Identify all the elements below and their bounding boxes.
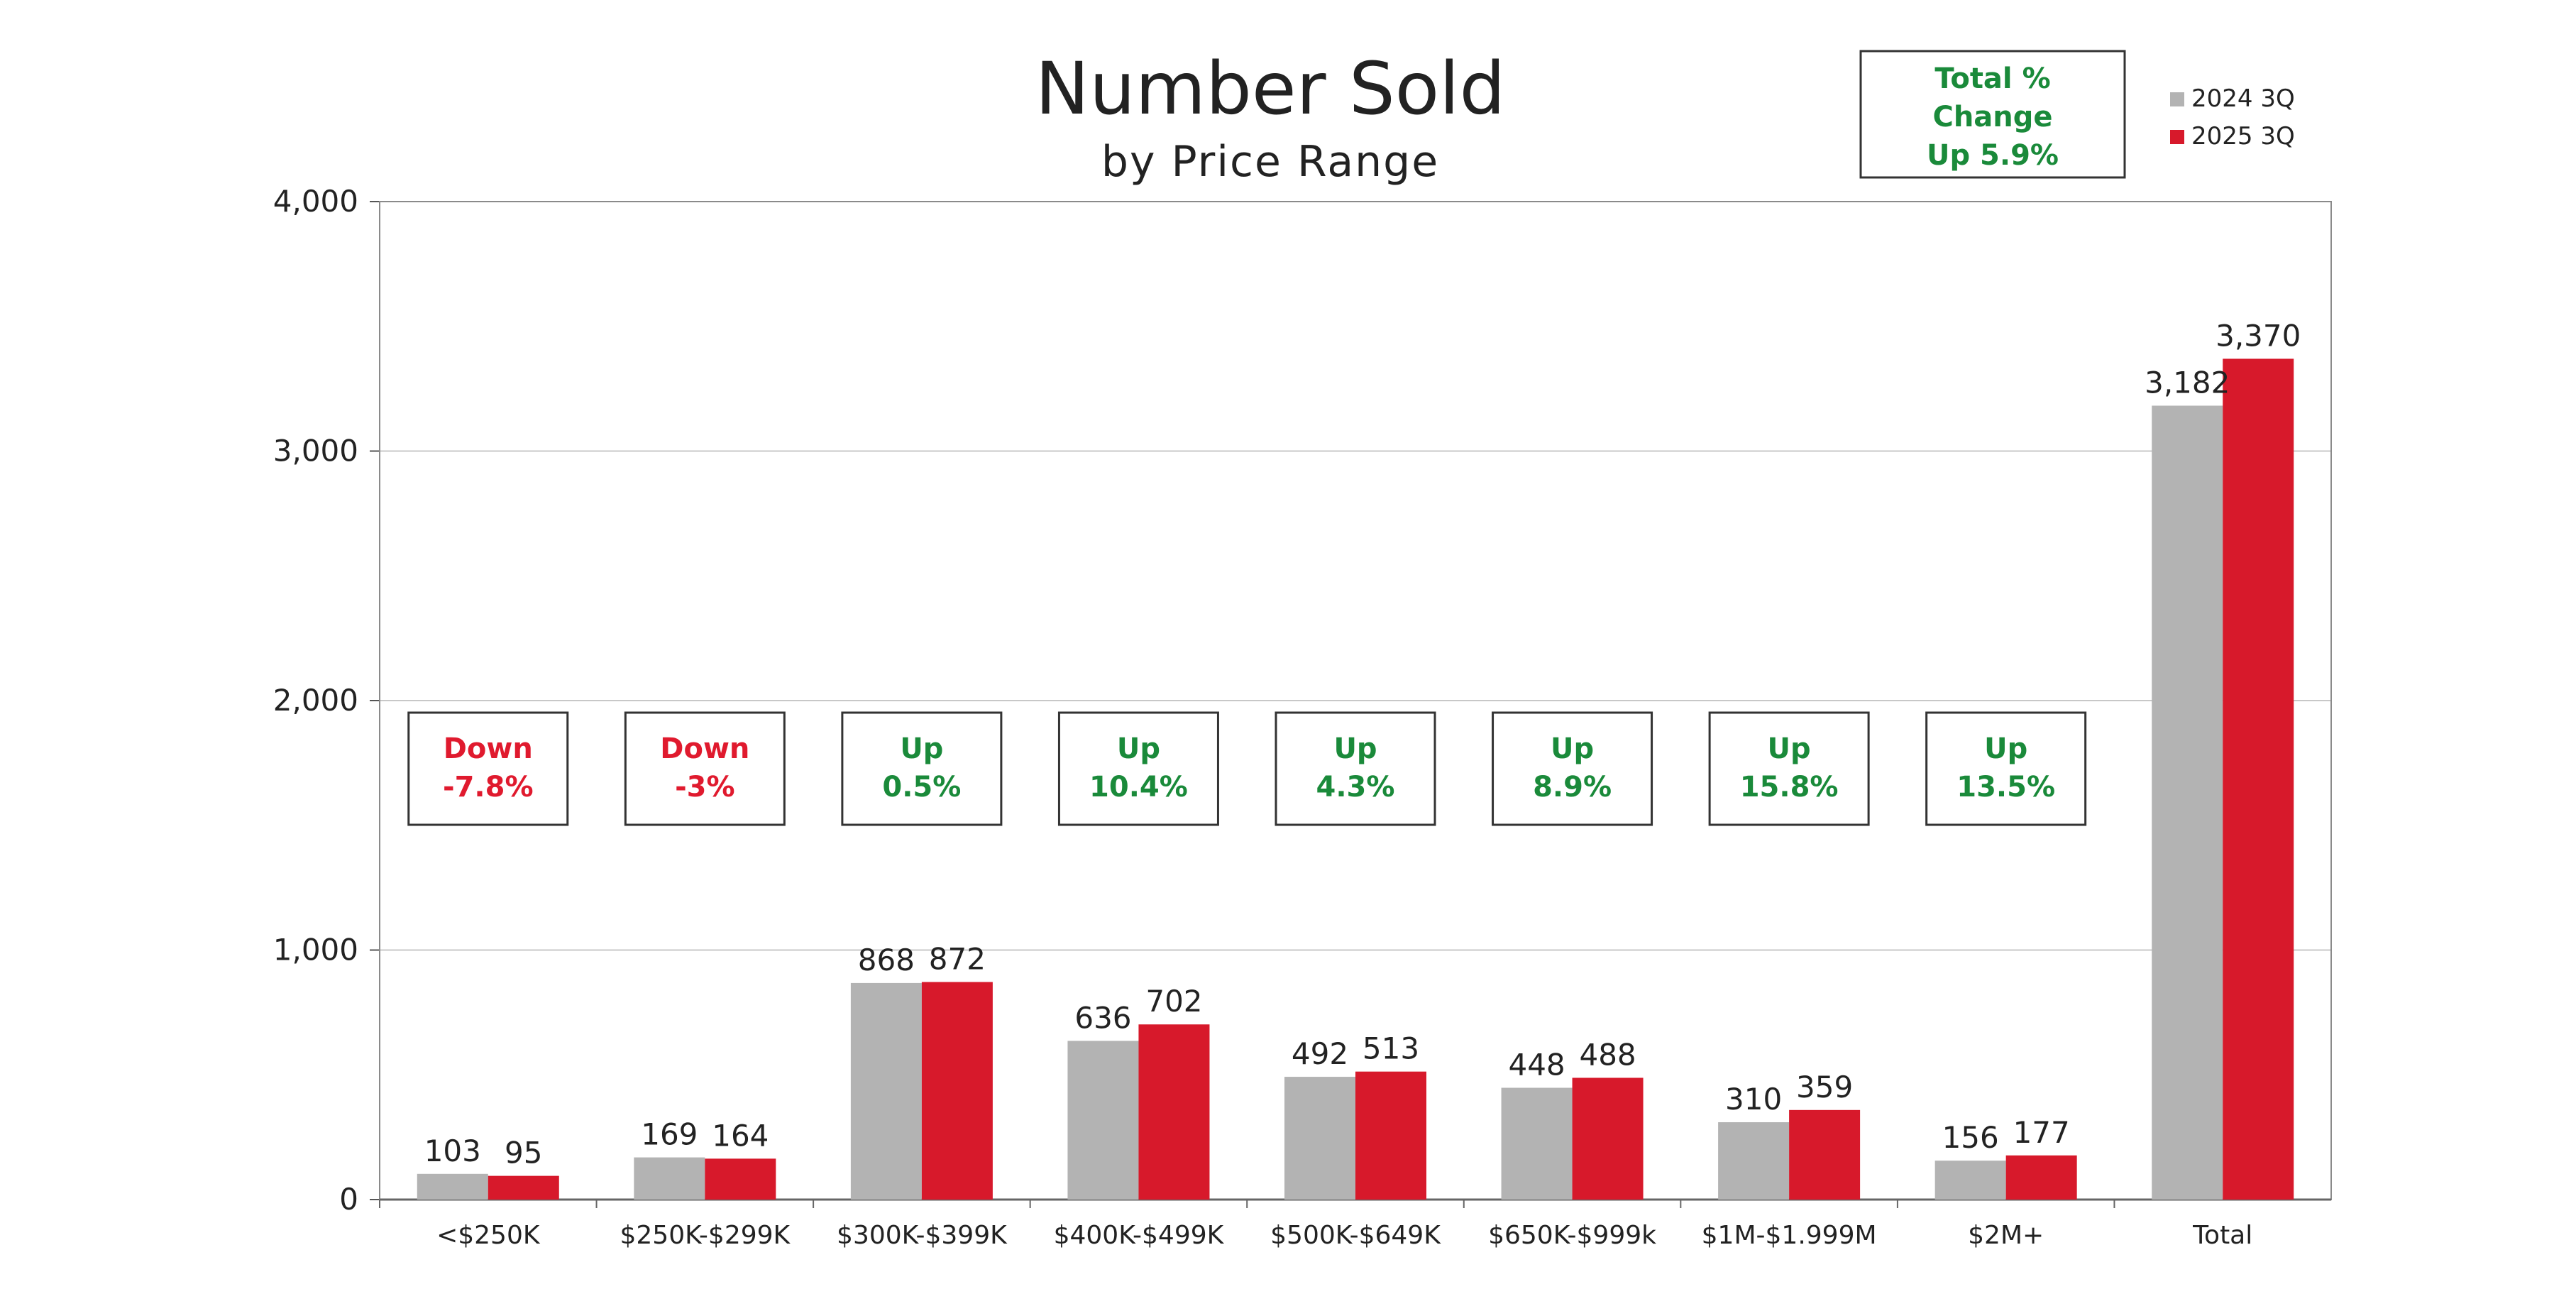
data-label: 156 bbox=[1942, 1120, 1999, 1155]
change-direction: Down bbox=[444, 733, 533, 765]
total-change-line1: Total % bbox=[1934, 62, 2050, 95]
total-change-frame bbox=[1859, 50, 2126, 179]
change-direction: Up bbox=[1768, 733, 1811, 765]
x-tick-label: $500K-$649K bbox=[1270, 1221, 1441, 1250]
data-label: 310 bbox=[1725, 1082, 1782, 1117]
legend-label-2024: 2024 3Q bbox=[2191, 84, 2295, 113]
x-tick-label: <$250K bbox=[436, 1221, 541, 1250]
change-box bbox=[1708, 711, 1870, 826]
change-value: 4.3% bbox=[1316, 771, 1395, 803]
bar-2025 bbox=[2005, 1155, 2077, 1200]
y-tick-label: 4,000 bbox=[273, 184, 358, 219]
bar-2025 bbox=[2223, 358, 2294, 1200]
x-tick-label: $400K-$499K bbox=[1054, 1221, 1225, 1250]
data-label: 513 bbox=[1363, 1031, 1419, 1066]
bar-2024 bbox=[1934, 1161, 2006, 1200]
bar-2025 bbox=[1572, 1077, 1644, 1200]
change-value: -3% bbox=[675, 771, 735, 803]
change-box bbox=[407, 711, 569, 826]
data-label: 164 bbox=[712, 1118, 769, 1153]
legend-label-2025: 2025 3Q bbox=[2191, 122, 2295, 150]
data-label: 177 bbox=[2013, 1115, 2070, 1150]
change-direction: Up bbox=[1333, 733, 1377, 765]
legend-swatch-2025 bbox=[2170, 130, 2184, 144]
change-direction: Up bbox=[900, 733, 943, 765]
x-tick-label: $300K-$399K bbox=[837, 1221, 1008, 1250]
data-label: 3,370 bbox=[2216, 318, 2301, 353]
bar-2024 bbox=[1501, 1087, 1573, 1200]
y-tick-label: 2,000 bbox=[273, 683, 358, 718]
data-label: 636 bbox=[1074, 1000, 1131, 1035]
bar-2024 bbox=[850, 982, 922, 1200]
change-box bbox=[624, 711, 786, 826]
legend-swatch-2024 bbox=[2170, 92, 2184, 106]
data-label: 95 bbox=[505, 1136, 542, 1170]
change-value: -7.8% bbox=[443, 771, 534, 803]
change-value: 15.8% bbox=[1740, 771, 1839, 803]
data-label: 872 bbox=[929, 941, 986, 976]
x-tick-label: $650K-$999k bbox=[1488, 1221, 1656, 1250]
change-box bbox=[1275, 711, 1436, 826]
bar-2025 bbox=[488, 1175, 559, 1200]
data-label: 492 bbox=[1292, 1036, 1348, 1071]
change-value: 0.5% bbox=[882, 771, 961, 803]
y-tick-label: 0 bbox=[339, 1182, 358, 1217]
chart-subtitle: by Price Range bbox=[1101, 137, 1439, 187]
bar-2024 bbox=[1718, 1122, 1790, 1200]
bar-2024 bbox=[2152, 405, 2223, 1200]
bar-2025 bbox=[921, 982, 993, 1200]
total-change-box: Total % Change Up 5.9% bbox=[1859, 50, 2126, 179]
data-label: 868 bbox=[858, 943, 915, 977]
data-label: 3,182 bbox=[2145, 366, 2230, 400]
data-label: 103 bbox=[424, 1134, 481, 1168]
bar-2024 bbox=[1067, 1041, 1139, 1200]
bar-2024 bbox=[417, 1173, 488, 1200]
bar-2025 bbox=[1138, 1024, 1210, 1200]
total-change-line2: Change bbox=[1932, 101, 2052, 133]
bar-2024 bbox=[1284, 1077, 1355, 1200]
change-box bbox=[1057, 711, 1219, 826]
bar-2025 bbox=[1355, 1071, 1426, 1200]
bar-2024 bbox=[634, 1157, 705, 1200]
change-value: 13.5% bbox=[1956, 771, 2055, 803]
data-label: 359 bbox=[1796, 1070, 1853, 1104]
x-tick-label: $1M-$1.999M bbox=[1702, 1221, 1877, 1250]
gridlines bbox=[380, 450, 2331, 951]
bar-2025 bbox=[705, 1158, 776, 1200]
change-boxes: Down -7.8% Down -3% Up 0.5% Up 10.4% Up 4.3% Up 8.9… bbox=[407, 711, 2087, 826]
x-tick-label: Total bbox=[2192, 1221, 2252, 1250]
change-direction: Down bbox=[660, 733, 749, 765]
y-tick-label: 3,000 bbox=[273, 434, 358, 468]
bar-2025 bbox=[1789, 1109, 1861, 1200]
data-label: 448 bbox=[1508, 1048, 1565, 1082]
change-direction: Up bbox=[1984, 733, 2027, 765]
x-tick-label: $250K-$299K bbox=[620, 1221, 791, 1250]
change-box bbox=[1925, 711, 2087, 826]
data-label: 702 bbox=[1145, 984, 1202, 1019]
change-box bbox=[1492, 711, 1653, 826]
change-direction: Up bbox=[1551, 733, 1594, 765]
x-tick-label: $2M+ bbox=[1968, 1221, 2044, 1250]
data-labels: 103 95 169 164 868 872 636 702 492 513 448 488 310 35… bbox=[424, 318, 2301, 1170]
data-label: 488 bbox=[1579, 1037, 1636, 1072]
chart-title: Number Sold bbox=[1035, 47, 1505, 131]
change-direction: Up bbox=[1117, 733, 1160, 765]
change-box bbox=[841, 711, 1003, 826]
y-tick-label: 1,000 bbox=[273, 933, 358, 967]
change-value: 10.4% bbox=[1089, 771, 1188, 803]
legend: 2024 3Q 2025 3Q bbox=[2170, 84, 2295, 150]
data-label: 169 bbox=[641, 1117, 698, 1152]
total-change-line3: Up 5.9% bbox=[1927, 139, 2059, 172]
change-value: 8.9% bbox=[1533, 771, 1612, 803]
bars bbox=[417, 358, 2294, 1200]
